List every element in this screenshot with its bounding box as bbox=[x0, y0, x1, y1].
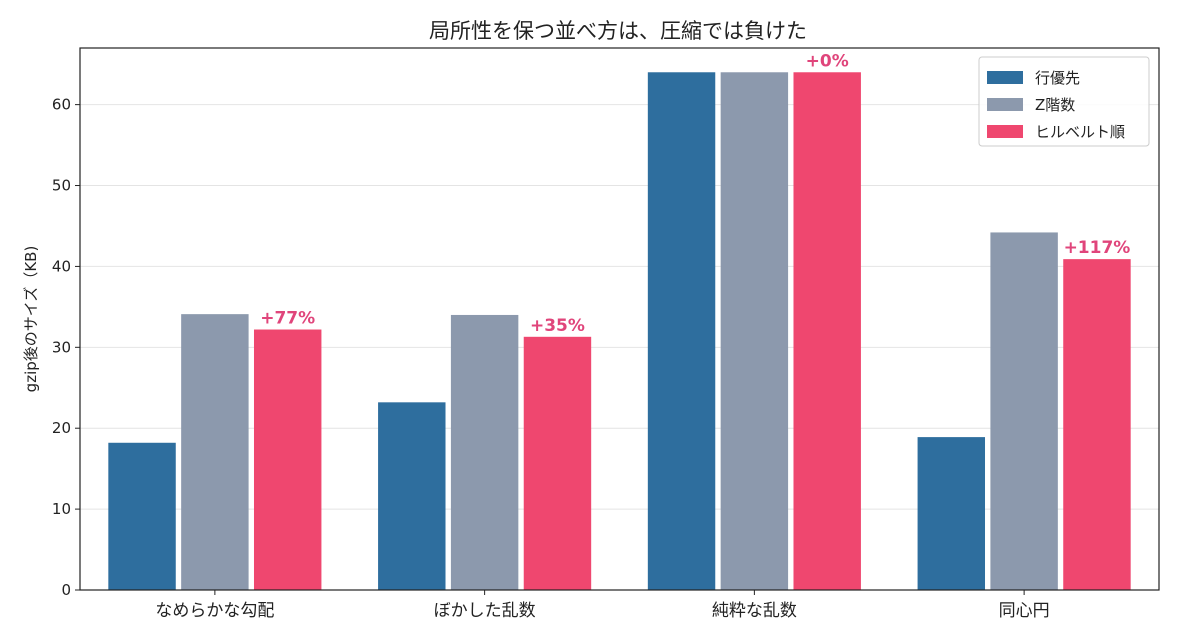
bar bbox=[793, 72, 861, 590]
bar-annotation: +77% bbox=[260, 309, 315, 329]
legend-label: ヒルベルト順 bbox=[1035, 123, 1125, 141]
y-tick-label: 40 bbox=[52, 257, 71, 275]
plot-frame bbox=[79, 47, 1160, 591]
y-tick-label: 30 bbox=[52, 338, 71, 356]
bar bbox=[108, 442, 176, 590]
x-tick-label: 純粋な乱数 bbox=[712, 601, 797, 621]
legend-swatch bbox=[987, 71, 1023, 84]
bar-annotation: +0% bbox=[806, 51, 849, 71]
y-tick-label: 0 bbox=[61, 581, 71, 599]
bar bbox=[378, 402, 446, 590]
chart-title: 局所性を保つ並べ方は、圧縮では負けた bbox=[429, 19, 807, 43]
bars bbox=[108, 72, 1131, 591]
x-tick-label: なめらかな勾配 bbox=[155, 601, 274, 621]
bar bbox=[181, 314, 249, 590]
y-tick-label: 20 bbox=[52, 419, 71, 437]
bar bbox=[917, 437, 986, 590]
y-tick-label: 50 bbox=[52, 177, 71, 195]
y-axis-label: gzip後のサイズ（KB) bbox=[22, 246, 40, 393]
bar bbox=[1063, 259, 1131, 590]
bar bbox=[523, 336, 592, 590]
bar bbox=[253, 329, 322, 590]
bar-annotation: +117% bbox=[1064, 238, 1131, 258]
legend-swatch bbox=[987, 98, 1023, 111]
legend-label: 行優先 bbox=[1035, 69, 1080, 87]
bar bbox=[720, 72, 789, 590]
legend-label: Z階数 bbox=[1035, 96, 1075, 114]
y-axis: 0 10 20 30 40 50 60 bbox=[52, 96, 80, 599]
y-tick-label: 10 bbox=[52, 500, 71, 518]
y-tick-label: 60 bbox=[52, 96, 71, 114]
bar-annotation: +35% bbox=[530, 316, 585, 336]
bar bbox=[990, 232, 1058, 591]
x-axis: なめらかな勾配 ぼかした乱数 純粋な乱数 同心円 bbox=[155, 590, 1050, 621]
bar bbox=[647, 72, 716, 590]
bar-annotations: +77% +35% +0% +117% bbox=[260, 51, 1130, 336]
x-tick-label: 同心円 bbox=[999, 601, 1050, 621]
bar bbox=[450, 314, 519, 590]
x-tick-label: ぼかした乱数 bbox=[434, 601, 536, 621]
legend-swatch bbox=[987, 125, 1023, 138]
